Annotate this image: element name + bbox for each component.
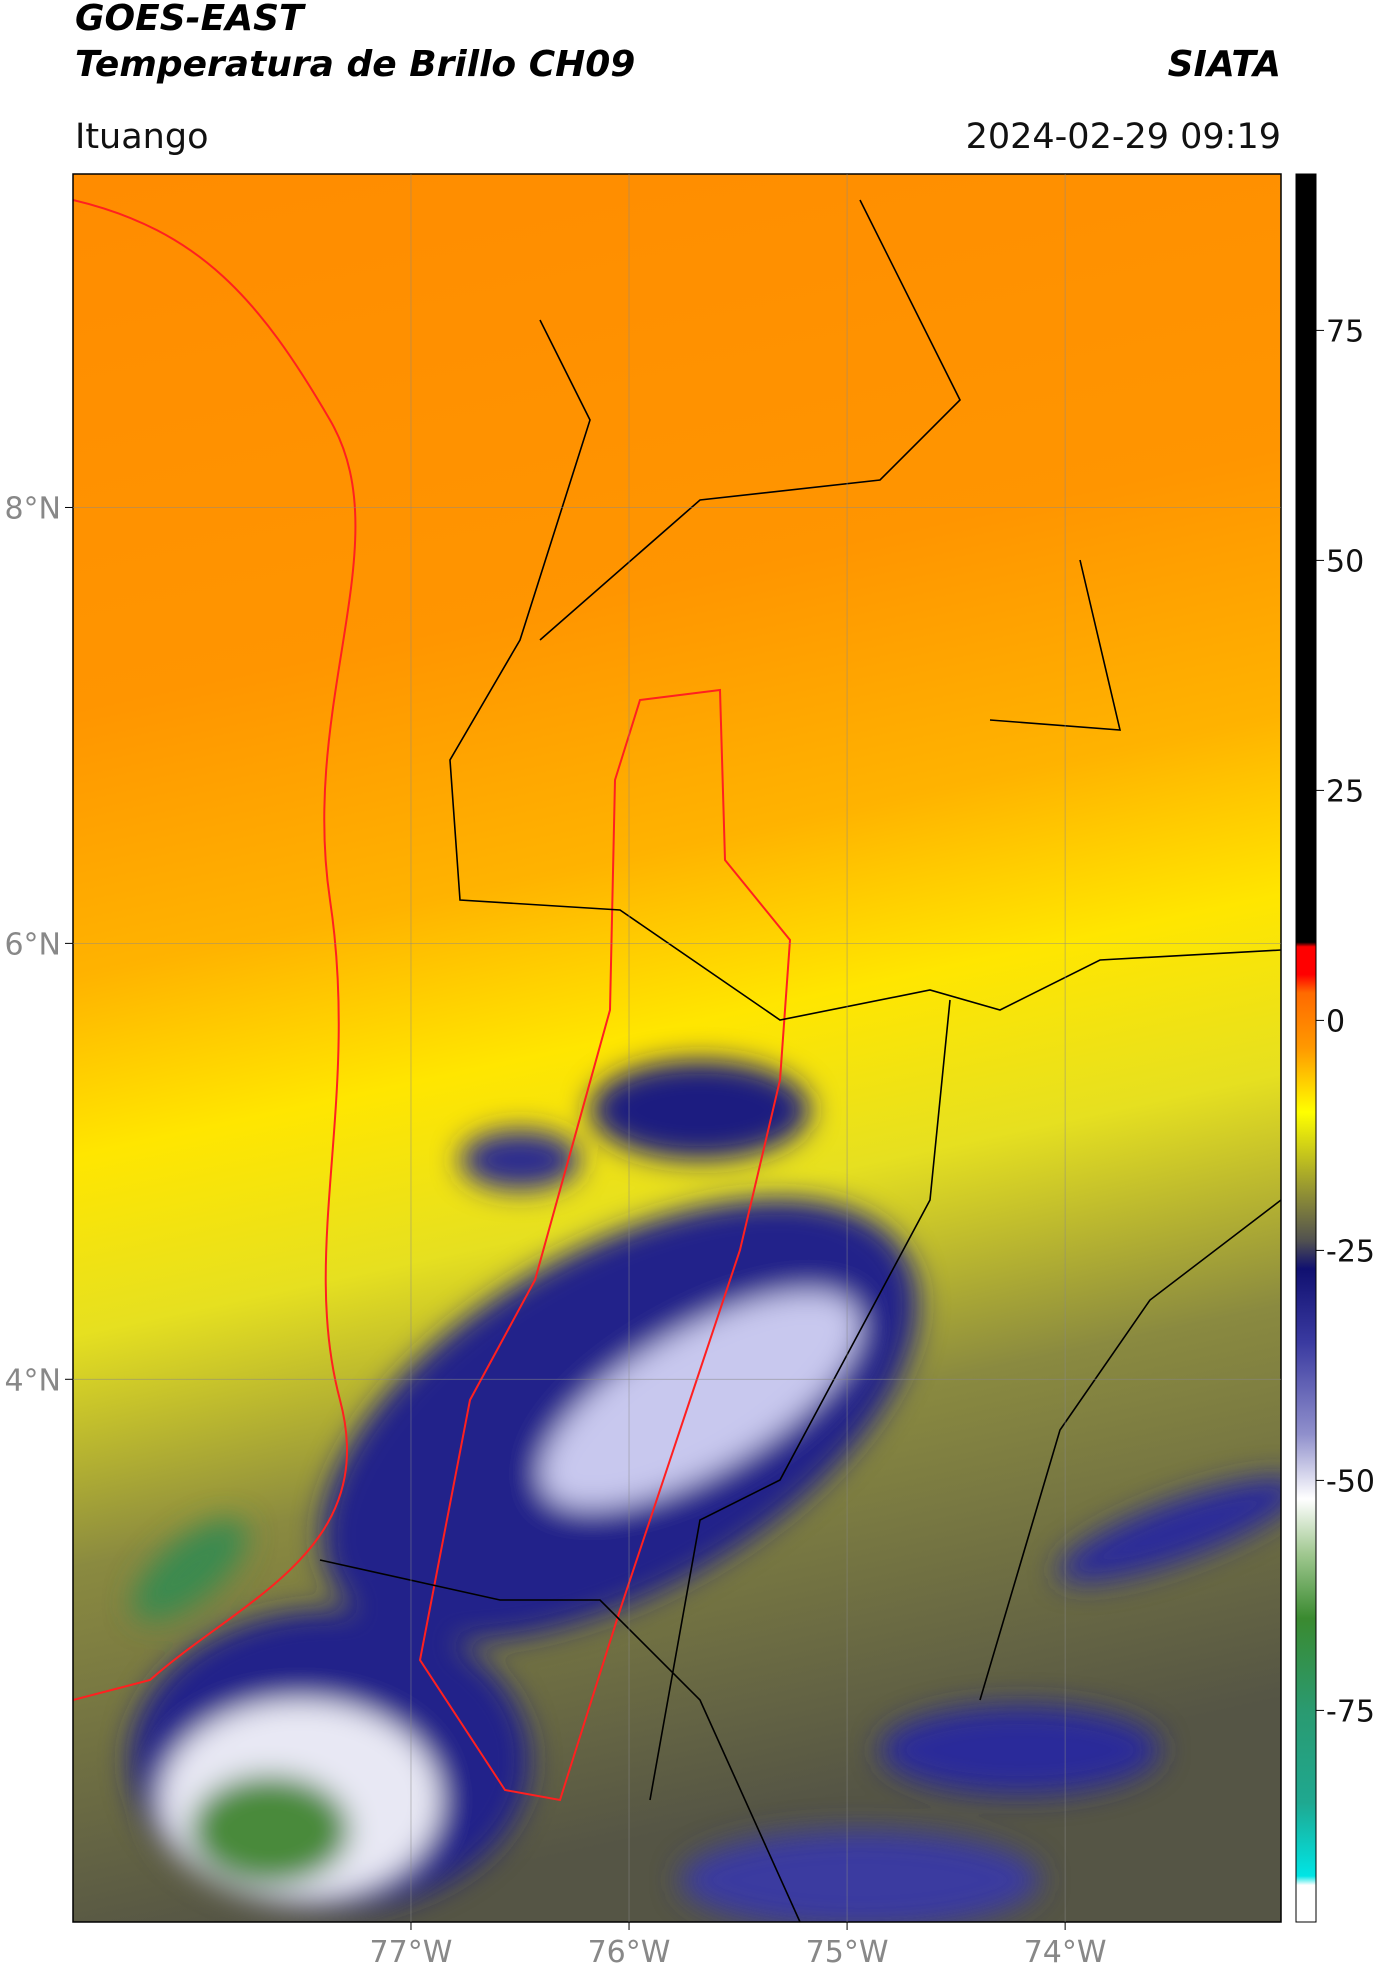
y-tick-label: 6°N (4, 927, 61, 962)
colorbar-tick-label: -50 (1326, 1464, 1375, 1499)
x-tick-label: 76°W (588, 1935, 671, 1970)
datetime: 2024-02-29 09:19 (966, 117, 1281, 157)
region: Ituango (75, 117, 209, 157)
subtitle: Temperatura de Brillo CH09 (75, 44, 635, 85)
x-tick-label: 75°W (806, 1935, 889, 1970)
colorbar-tick-label: -25 (1326, 1234, 1375, 1269)
colorbar-tick-label: 0 (1326, 1004, 1345, 1039)
source: SIATA (1168, 44, 1281, 85)
x-tick-label: 77°W (370, 1935, 453, 1970)
colorbar-tick-label: -75 (1326, 1694, 1375, 1729)
map-frame (72, 173, 1282, 1923)
satellite-image (73, 174, 1281, 1922)
title: GOES-EAST (75, 0, 306, 39)
y-tick-label: 8°N (4, 491, 61, 526)
x-tick-label: 74°W (1024, 1935, 1107, 1970)
colorbar-tick-label: 50 (1326, 544, 1364, 579)
colorbar-tick-label: 25 (1326, 774, 1364, 809)
colorbar-tick-label: 75 (1326, 314, 1364, 349)
y-tick-label: 4°N (4, 1363, 61, 1398)
colorbar (1295, 173, 1317, 1923)
